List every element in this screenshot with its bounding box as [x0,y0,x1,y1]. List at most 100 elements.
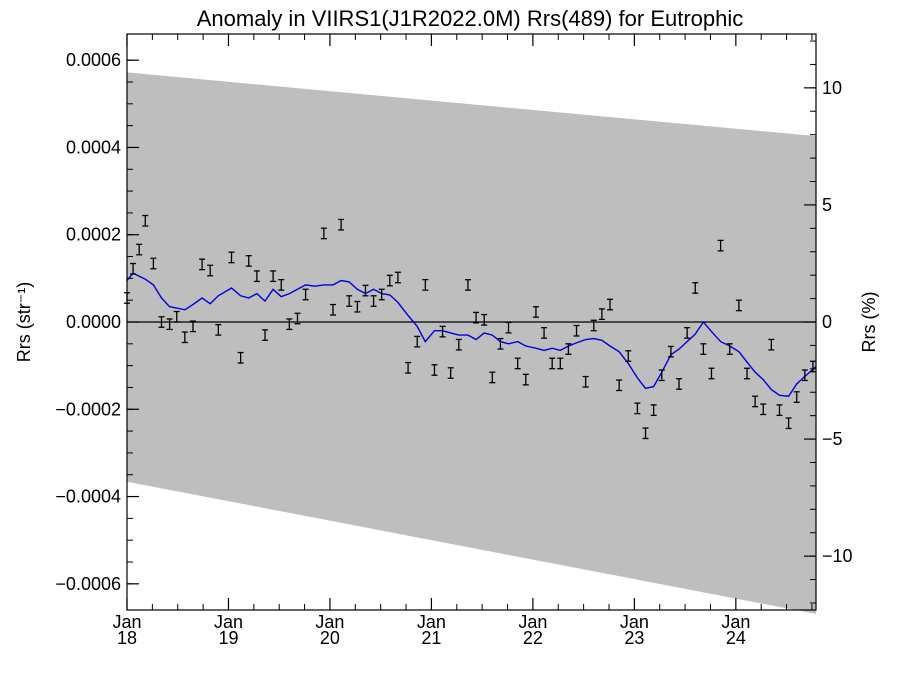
y2-tick-label: 10 [822,78,842,98]
anomaly-point [489,371,496,384]
x-tick-label-year: 21 [421,628,441,648]
anomaly-point [405,361,412,374]
anomaly-point [253,270,260,283]
anomaly-point [362,284,369,297]
y2-tick-label: −5 [822,429,843,449]
anomaly-point [431,364,438,376]
anomaly-point [760,403,767,416]
anomaly-point [215,323,222,336]
anomaly-point [768,338,775,351]
anomaly-point [473,311,480,324]
anomaly-point [329,303,336,316]
anomaly-point [354,300,361,313]
anomaly-point [514,357,521,370]
anomaly-point [237,351,244,364]
anomaly-point [394,271,401,284]
smoothed-anomaly-line [126,272,817,397]
anomaly-point [676,378,683,390]
anomaly-point [717,239,724,252]
anomaly-point [158,316,165,328]
confidence-band-layer [127,72,816,614]
anomaly-point [801,369,808,382]
anomaly-point [532,306,539,318]
y-tick-label: 0.0004 [66,137,121,157]
anomaly-point [590,319,597,332]
anomaly-point [726,343,733,355]
y-tick-label: 0.0000 [66,312,121,332]
anomaly-point [320,227,327,240]
anomaly-point [522,373,529,386]
anomaly-point [464,279,471,291]
anomaly-point [228,251,235,264]
anomaly-point [625,350,632,362]
anomaly-point [414,335,421,348]
x-tick-label-year: 20 [320,628,340,648]
anomaly-point [130,262,137,275]
anomaly-point [785,417,792,430]
anomaly-point [294,312,301,325]
anomaly-point [557,357,564,370]
anomaly-point [166,318,173,331]
anomaly-point [245,255,252,267]
x-tick-label-month: Jan [518,612,547,632]
anomaly-point [541,327,548,339]
y2-axis-label: Rrs (%) [859,292,879,353]
anomaly-point [776,404,783,417]
anomaly-point [286,318,293,331]
chart-title: Anomaly in VIIRS1(J1R2022.0M) Rrs(489) f… [197,6,744,31]
y2-tick-label: 0 [822,312,832,332]
anomaly-point [549,357,556,370]
anomaly-point [189,320,196,333]
anomaly-point [270,270,277,283]
anomaly-point [650,404,657,417]
anomaly-point [743,367,750,380]
anomaly-point [422,279,429,291]
anomaly-point [207,264,214,277]
y-tick-label: −0.0004 [55,487,121,507]
anomaly-point [338,218,345,231]
anomaly-point [573,324,580,337]
x-tick-label-month: Jan [214,612,243,632]
anomaly-point [302,288,309,301]
anomaly-point [455,338,462,351]
y-tick-label: −0.0002 [55,399,121,419]
anomaly-point [378,288,385,301]
anomaly-point [262,329,269,341]
smoothed-line-layer [126,272,817,397]
anomaly-point [346,295,353,307]
anomaly-point [708,367,715,380]
anomaly-point [692,282,699,294]
anomaly-point [793,391,800,403]
y-axis-label: Rrs (str⁻¹) [14,282,34,362]
x-tick-label-month: Jan [417,612,446,632]
anomaly-point [439,325,446,338]
anomaly-point [735,299,742,312]
anomaly-point [481,313,488,326]
x-tick-label-year: 19 [218,628,238,648]
anomaly-point [752,395,759,408]
anomaly-point [642,427,649,440]
anomaly-point [582,375,589,388]
anomaly-point [684,327,691,339]
x-tick-label-year: 22 [523,628,543,648]
anomaly-point [199,258,206,271]
anomaly-point [370,295,377,307]
anomaly-point [181,331,188,344]
y-tick-label: 0.0002 [66,225,121,245]
y2-tick-label: 5 [822,195,832,215]
y2-tick-label: −10 [822,546,853,566]
anomaly-point [505,321,512,334]
anomaly-point [278,279,285,291]
anomaly-point [634,402,641,415]
anomaly-point [136,243,143,256]
x-tick-label-month: Jan [721,612,750,632]
anomaly-point [607,298,614,311]
anomaly-point [598,308,605,321]
anomaly-point [142,214,149,227]
anomaly-point [150,257,157,270]
x-tick-label-month: Jan [315,612,344,632]
anomaly-points-layer [124,214,816,440]
y-tick-label: 0.0006 [66,50,121,70]
axes-layer: 0.0006 0.0004 0.0002 0.0000 −0.0002 −0.0004 −0… [55,34,853,648]
